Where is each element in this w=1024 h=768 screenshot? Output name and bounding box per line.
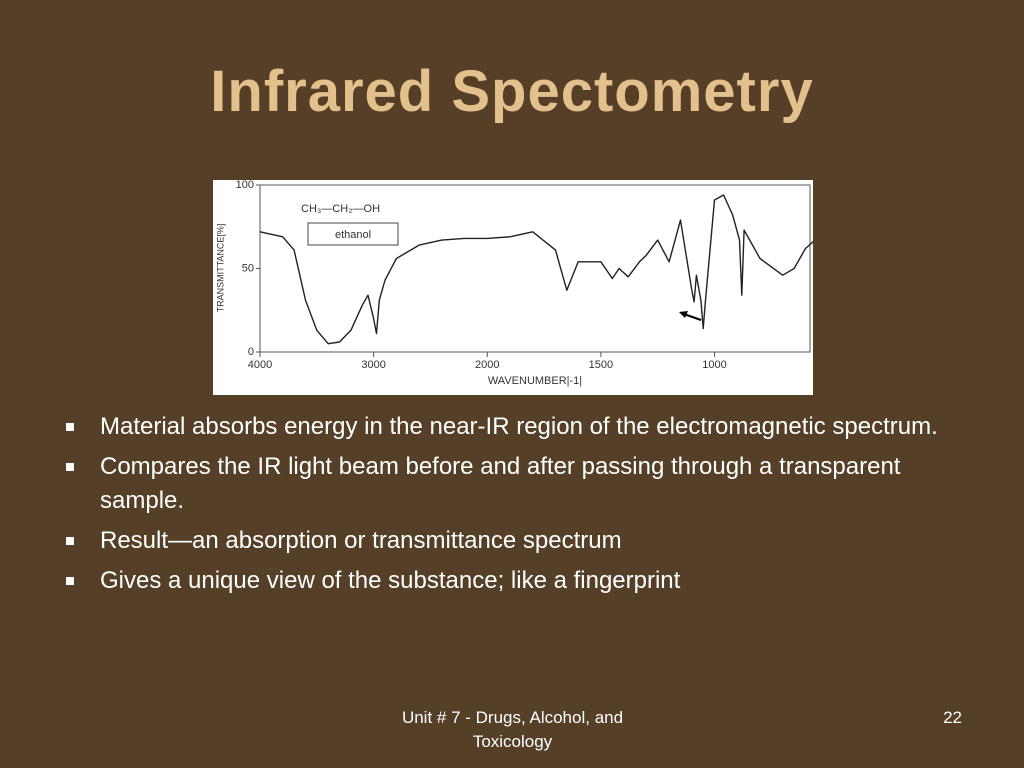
- bullet-list: Material absorbs energy in the near-IR r…: [62, 410, 962, 604]
- x-tick-label: 1500: [589, 359, 613, 371]
- bullet: Result—an absorption or transmittance sp…: [62, 524, 962, 558]
- arrow-head: [679, 311, 688, 318]
- y-tick-label: 50: [242, 262, 254, 274]
- y-axis-label: TRANSMITTANCE[%]: [215, 224, 225, 313]
- bullet: Compares the IR light beam before and af…: [62, 450, 962, 518]
- slide-title: Infrared Spectometry: [210, 59, 814, 124]
- footer: Unit # 7 - Drugs, Alcohol, and Toxicolog…: [401, 708, 624, 751]
- x-tick-label: 2000: [475, 359, 499, 371]
- bullet: Gives a unique view of the substance; li…: [62, 564, 962, 598]
- page-number: 22: [943, 708, 962, 727]
- bullet: Material absorbs energy in the near-IR r…: [62, 410, 962, 444]
- compound-name: ethanol: [335, 229, 371, 241]
- formula: CH₃—CH₂—OH: [301, 203, 380, 215]
- x-tick-label: 4000: [248, 359, 272, 371]
- spectrum-line: [259, 194, 813, 345]
- x-axis-label: WAVENUMBER|-1|: [488, 375, 582, 387]
- annotation-box: [307, 222, 399, 246]
- x-tick-label: 3000: [361, 359, 385, 371]
- y-tick-label: 100: [236, 180, 254, 191]
- y-tick-label: 0: [248, 346, 254, 358]
- spectrum-chart: 05010040003000200015001000500WAVENUMBER|…: [213, 180, 813, 395]
- x-tick-label: 1000: [702, 359, 726, 371]
